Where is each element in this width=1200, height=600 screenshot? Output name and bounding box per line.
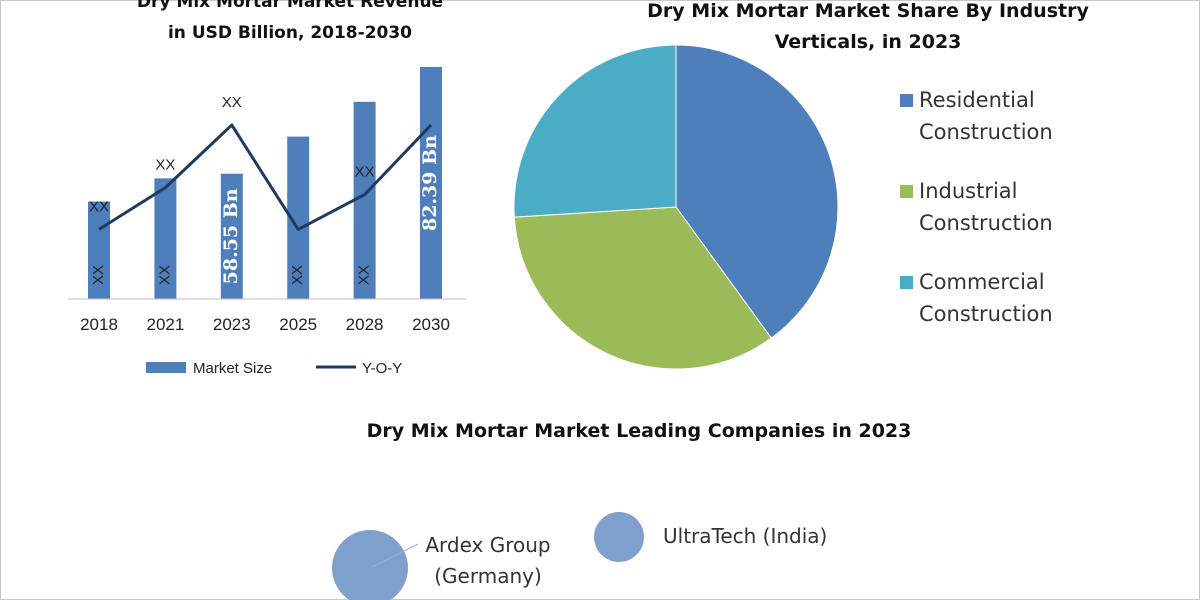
bar-2028	[353, 101, 376, 299]
bar-data-label-2023: 58.55 Bn	[220, 188, 242, 284]
x-tick-label-2023: 2023	[213, 315, 251, 334]
line-data-label-2021: XX	[155, 157, 175, 174]
companies-title: Dry Mix Mortar Market Leading Companies …	[367, 420, 912, 442]
pie-chart-title-line1: Dry Mix Mortar Market Share By Industry	[647, 0, 1089, 22]
x-tick-label-2028: 2028	[346, 315, 384, 334]
bar-data-label-2030: 82.39 Bn	[419, 135, 441, 231]
pie-slice-residential	[675, 44, 839, 339]
line-data-label-2028: XX	[355, 164, 375, 181]
ardex-connector-line	[371, 543, 419, 568]
line-data-label-2018: XX	[89, 198, 109, 215]
legend-yoy-label: Y-O-Y	[362, 360, 402, 377]
pie-chart	[513, 44, 839, 370]
legend-residential-line1: Residential	[919, 88, 1035, 112]
bar-data-label-2018: XX	[90, 265, 107, 285]
pie-slice-commercial	[513, 44, 677, 218]
x-tick-label-2021: 2021	[146, 315, 184, 334]
x-tick-label-2025: 2025	[279, 315, 317, 334]
bar-2021	[154, 178, 177, 299]
legend-market-size-swatch	[146, 362, 186, 373]
legend-industrial-swatch	[900, 185, 913, 198]
bar-2023	[220, 173, 243, 299]
bar-2030	[420, 67, 442, 299]
legend-industrial-line2: Construction	[919, 211, 1053, 235]
line-data-label-2023: XX	[222, 94, 242, 111]
bar-data-label-2021: XX	[156, 265, 173, 285]
bar-data-label-2025: XX	[289, 265, 306, 285]
legend-residential-line2: Construction	[919, 120, 1053, 144]
legend-residential-swatch	[900, 94, 913, 107]
bar-chart-title-line2: in USD Billion, 2018-2030	[168, 23, 412, 43]
x-tick-label-2018: 2018	[80, 315, 118, 334]
bar-2025	[287, 136, 310, 299]
company-label-ultratech: UltraTech (India)	[663, 524, 827, 548]
legend-commercial-line2: Construction	[919, 302, 1053, 326]
bar-data-label-2028: XX	[356, 265, 373, 285]
bar-chart-plot: XX 2018 XX 2021 58.55 Bn 2023 XX 2025 XX 2028 82.3…	[80, 67, 450, 334]
line-series-yoy	[98, 123, 433, 231]
company-bubble-ardex	[332, 530, 408, 600]
x-tick-label-2030: 2030	[412, 315, 450, 334]
bar-chart-title-line1: Dry Mix Mortar Market Revenue	[137, 0, 443, 12]
legend-market-size-label: Market Size	[193, 360, 272, 377]
legend-commercial-line1: Commercial	[919, 270, 1045, 294]
company-label-ardex-line1: Ardex Group	[425, 533, 550, 557]
pie-slice-industrial	[513, 206, 772, 370]
legend-commercial-swatch	[900, 276, 913, 289]
legend-industrial-line1: Industrial	[919, 179, 1018, 203]
company-bubble-ultratech	[594, 512, 644, 562]
company-label-ardex-line2: (Germany)	[434, 564, 542, 588]
pie-chart-title-line2: Verticals, in 2023	[775, 31, 962, 53]
